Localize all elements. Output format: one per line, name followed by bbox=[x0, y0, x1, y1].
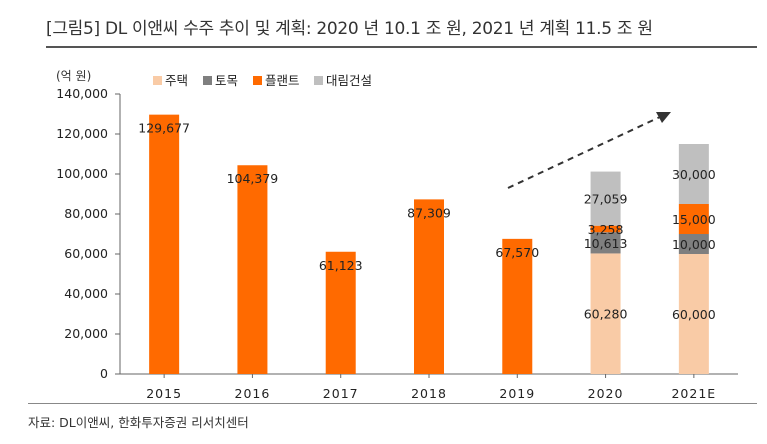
bar-토목-2021E bbox=[678, 234, 709, 254]
x-tick-label: 2021E bbox=[671, 386, 716, 401]
x-tick-label: 2016 bbox=[235, 386, 271, 401]
bar-플랜트-2020 bbox=[590, 225, 621, 233]
bar-토목-2020 bbox=[590, 232, 621, 254]
data-label: 3,258 bbox=[588, 222, 624, 237]
bar-플랜트-2016 bbox=[237, 165, 268, 374]
footer-divider bbox=[28, 403, 757, 404]
legend-label: 플랜트 bbox=[265, 73, 300, 88]
bar-플랜트-2019 bbox=[502, 238, 533, 374]
bars bbox=[149, 114, 709, 374]
source-note: 자료: DL이앤씨, 한화투자증권 리서치센터 bbox=[28, 415, 249, 430]
y-tick-label: 40,000 bbox=[64, 286, 108, 301]
bar-플랜트-2018 bbox=[414, 199, 444, 374]
x-tick-label: 2018 bbox=[411, 386, 447, 401]
trend-line bbox=[507, 115, 663, 189]
data-label: 10,000 bbox=[672, 237, 716, 252]
data-labels: 129,677 104,379 61,123 87,309 67,570 60,280 10… bbox=[138, 121, 715, 322]
legend-swatch-플랜트 bbox=[253, 76, 262, 85]
data-label: 15,000 bbox=[672, 212, 716, 227]
x-tick-label: 2015 bbox=[146, 386, 182, 401]
y-axis: 0 20,000 40,000 60,000 80,000 100,000 120,000 1… bbox=[56, 86, 121, 381]
bar-플랜트-2021E bbox=[678, 204, 709, 234]
y-axis-unit-label: (억 원) bbox=[56, 69, 91, 83]
y-tick-label: 100,000 bbox=[56, 166, 108, 181]
data-label: 10,613 bbox=[584, 236, 628, 251]
chart-title: [그림5] DL 이앤씨 수주 추이 및 계획: 2020 년 10.1 조 원… bbox=[46, 19, 653, 39]
data-label: 27,059 bbox=[584, 192, 628, 207]
bar-대림건설-2021E bbox=[678, 144, 709, 204]
x-axis: 2015 2016 2017 2018 2019 2020 2021E bbox=[120, 373, 738, 401]
legend-swatch-대림건설 bbox=[314, 76, 323, 85]
data-label: 60,000 bbox=[672, 307, 716, 322]
data-label: 129,677 bbox=[138, 121, 190, 136]
data-label: 87,309 bbox=[407, 205, 451, 220]
legend: 주택 토목 플랜트 대림건설 bbox=[153, 73, 372, 88]
legend-swatch-주택 bbox=[153, 76, 162, 85]
data-label: 30,000 bbox=[672, 167, 716, 182]
y-tick-label: 20,000 bbox=[64, 326, 108, 341]
title-divider bbox=[46, 46, 757, 48]
bar-주택-2020 bbox=[590, 253, 621, 374]
y-tick-label: 80,000 bbox=[64, 206, 108, 221]
legend-label: 대림건설 bbox=[326, 73, 372, 88]
y-tick-label: 120,000 bbox=[56, 126, 108, 141]
y-tick-label: 140,000 bbox=[56, 86, 108, 101]
trend-arrowhead bbox=[656, 112, 671, 123]
x-tick-label: 2017 bbox=[323, 386, 359, 401]
legend-swatch-토목 bbox=[203, 76, 212, 85]
x-tick-label: 2020 bbox=[588, 386, 624, 401]
data-label: 67,570 bbox=[495, 245, 539, 260]
x-tick-label: 2019 bbox=[499, 386, 535, 401]
legend-label: 주택 bbox=[165, 73, 188, 88]
data-label: 104,379 bbox=[227, 171, 279, 186]
y-tick-label: 60,000 bbox=[64, 246, 108, 261]
bar-플랜트-2015 bbox=[149, 114, 180, 374]
trend-arrow bbox=[507, 112, 671, 189]
bar-주택-2021E bbox=[678, 254, 709, 374]
data-label: 61,123 bbox=[319, 258, 363, 273]
y-tick-label: 0 bbox=[100, 366, 108, 381]
legend-label: 토목 bbox=[215, 73, 238, 88]
bar-대림건설-2020 bbox=[590, 171, 621, 226]
data-label: 60,280 bbox=[584, 307, 628, 322]
bar-플랜트-2017 bbox=[325, 251, 356, 374]
